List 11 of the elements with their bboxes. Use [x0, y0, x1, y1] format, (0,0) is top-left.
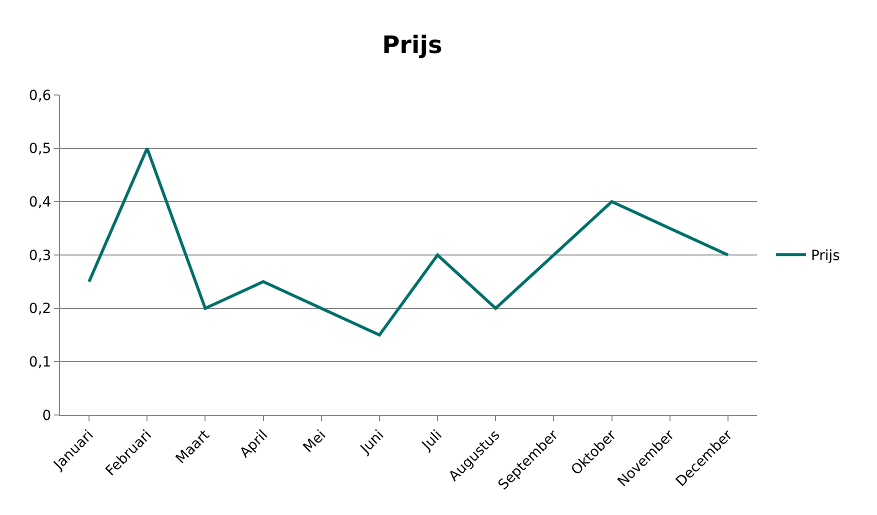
- y-tick-label: 0,4: [28, 194, 52, 211]
- y-tick-label: 0,3: [28, 248, 52, 264]
- x-tick-label: Mei: [300, 427, 330, 456]
- y-tick-label: 0,2: [28, 301, 52, 318]
- y-tick-label: 0,5: [28, 141, 52, 158]
- y-tick-label: 0: [42, 408, 52, 424]
- y-tick-label: 0,6: [28, 88, 52, 104]
- line-series: [88, 146, 730, 336]
- legend-label: Prijs: [810, 248, 840, 264]
- y-tick-label: 0,1: [28, 354, 52, 371]
- chart-title: Prijs: [382, 30, 442, 59]
